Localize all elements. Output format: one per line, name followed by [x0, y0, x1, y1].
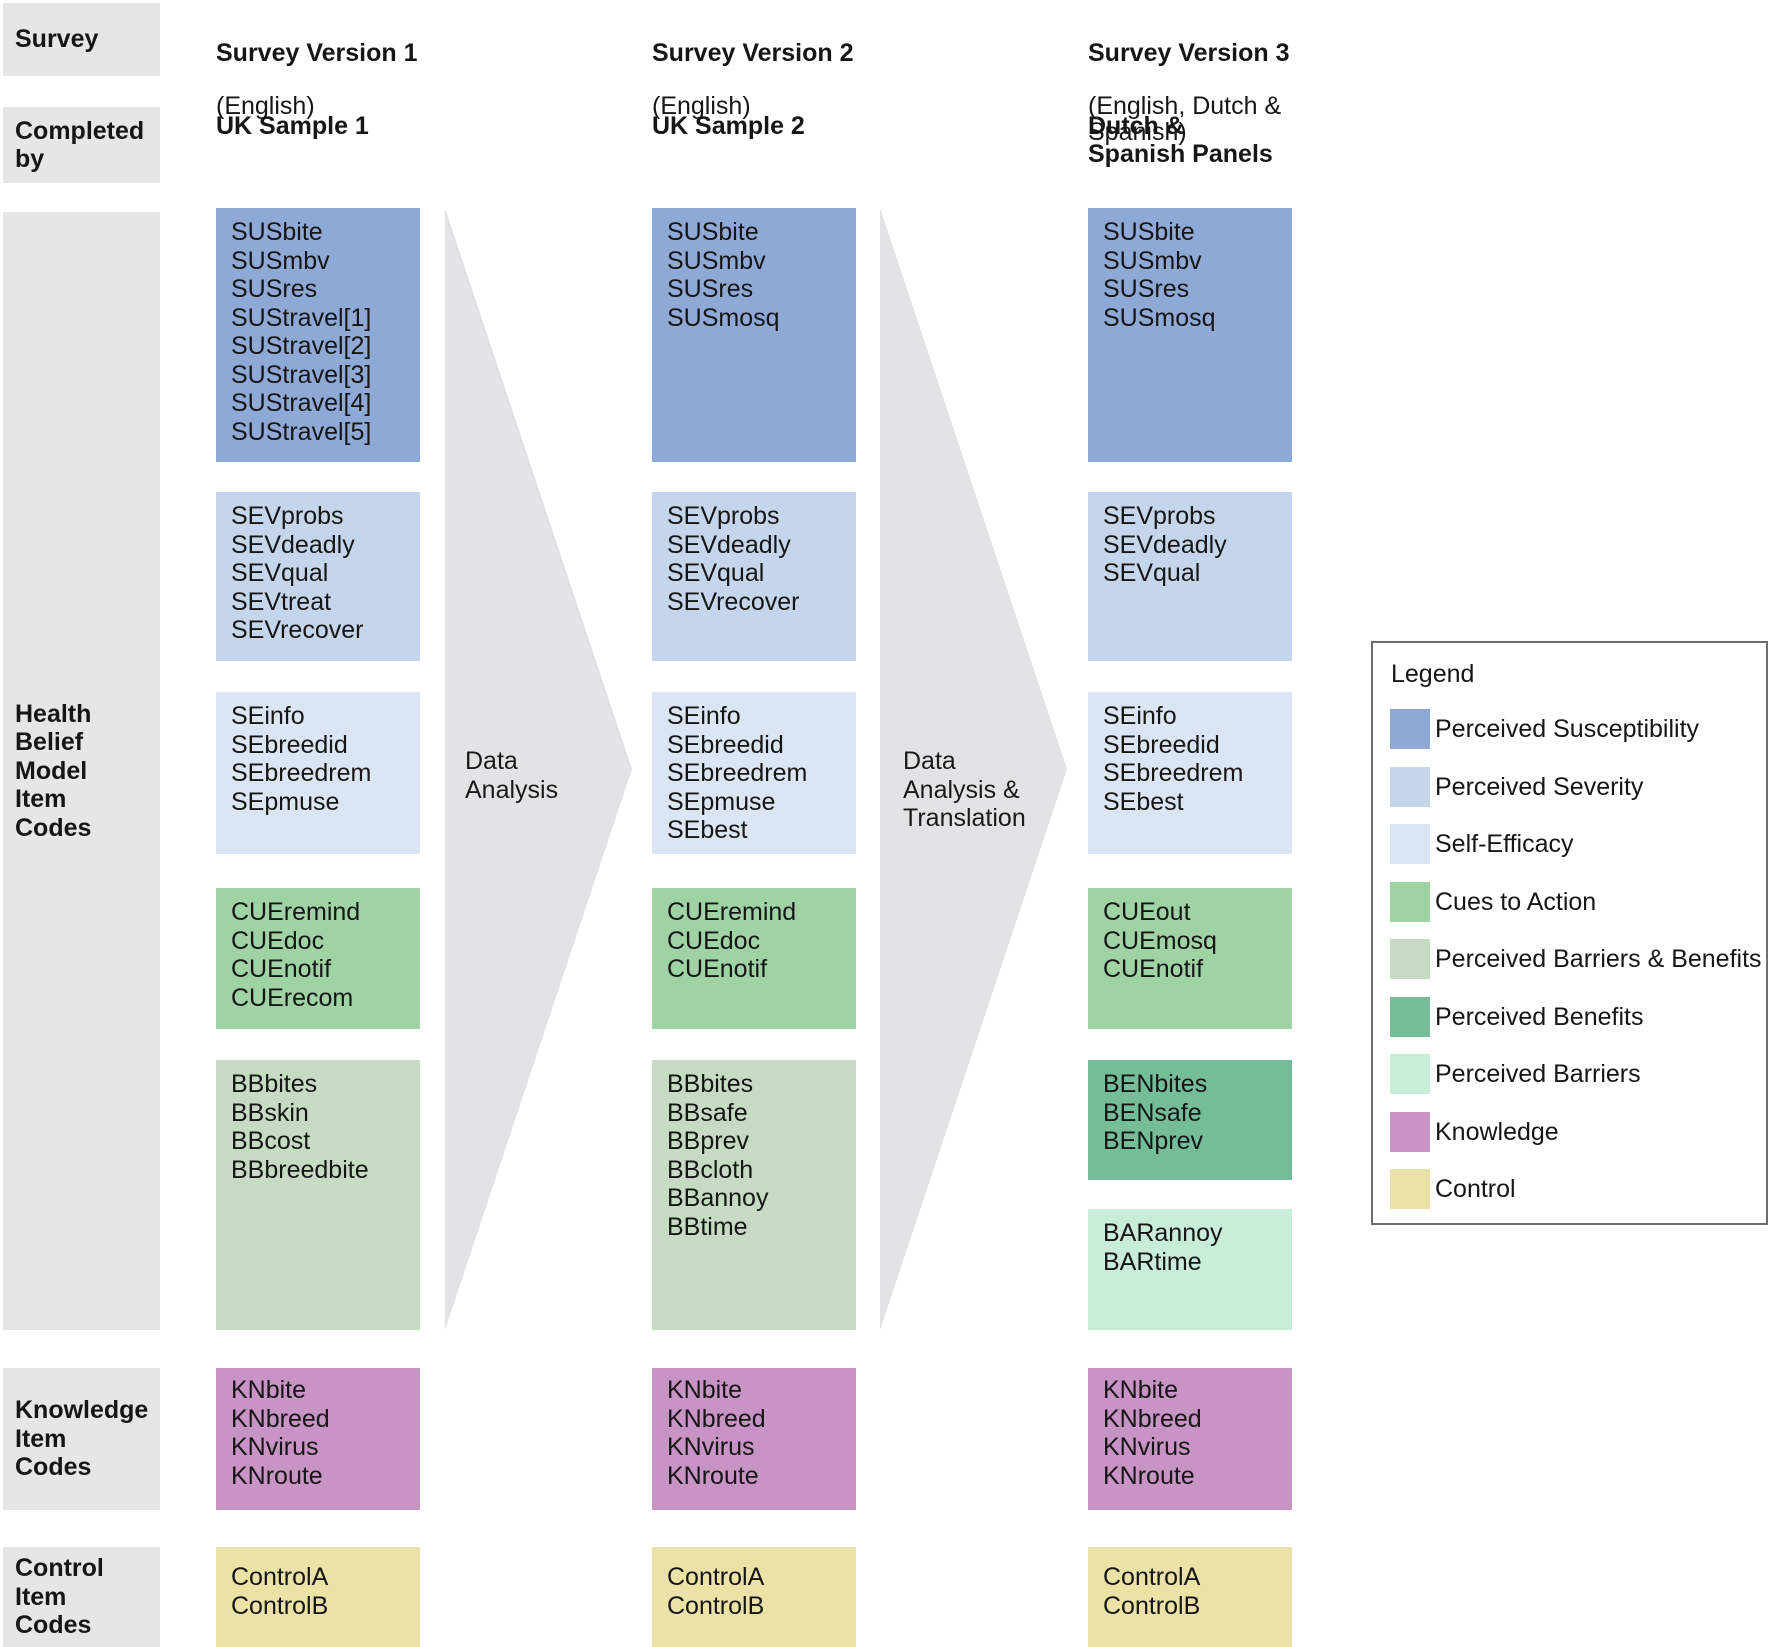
row-label-completed-by: Completed by [3, 107, 160, 183]
col1-control-box: ControlA ControlB [216, 1547, 420, 1647]
legend-entry: Control [1390, 1169, 1750, 1209]
legend-entry: Perceived Benefits [1390, 997, 1750, 1037]
column3-title: Survey Version 3 [1088, 38, 1290, 67]
col3-severity-box: SEVprobs SEVdeadly SEVqual [1088, 492, 1292, 661]
cues-to-action-swatch [1390, 882, 1430, 922]
row-label-survey: Survey [3, 3, 160, 76]
col3-barriers-box: BARannoy BARtime [1088, 1209, 1292, 1330]
legend-entry-label: Cues to Action [1435, 888, 1597, 916]
legend-entry: Knowledge [1390, 1112, 1750, 1152]
perceived-barriers-benefits-swatch [1390, 939, 1430, 979]
col3-susceptibility-box: SUSbite SUSmbv SUSres SUSmosq [1088, 208, 1292, 462]
col1-severity-box: SEVprobs SEVdeadly SEVqual SEVtreat SEVr… [216, 492, 420, 661]
col3-self-efficacy-box: SEinfo SEbreedid SEbreedrem SEbest [1088, 692, 1292, 854]
col3-cues-box: CUEout CUEmosq CUEnotif [1088, 888, 1292, 1029]
column2-header: Survey Version 2 (English) [652, 13, 972, 146]
col1-self-efficacy-box: SEinfo SEbreedid SEbreedrem SEpmuse [216, 692, 420, 854]
legend-entry: Self-Efficacy [1390, 824, 1750, 864]
col3-control-box: ControlA ControlB [1088, 1547, 1292, 1647]
legend: Legend Perceived Susceptibility Perceive… [1371, 641, 1768, 1225]
legend-entry: Perceived Severity [1390, 767, 1750, 807]
column3-header: Survey Version 3 (English, Dutch & Spani… [1088, 13, 1408, 172]
col1-knowledge-box: KNbite KNbreed KNvirus KNroute [216, 1368, 420, 1510]
col2-barriers-benefits-box: BBbites BBsafe BBprev BBcloth BBannoy BB… [652, 1060, 856, 1330]
data-analysis-translation-arrow-label: Data Analysis & Translation [903, 747, 1026, 832]
column2-title: Survey Version 2 [652, 38, 854, 67]
control-swatch [1390, 1169, 1430, 1209]
col3-knowledge-box: KNbite KNbreed KNvirus KNroute [1088, 1368, 1292, 1510]
col2-cues-box: CUEremind CUEdoc CUEnotif [652, 888, 856, 1029]
column3-completed-by: Dutch & Spanish Panels [1088, 112, 1273, 168]
col3-benefits-box: BENbites BENsafe BENprev [1088, 1060, 1292, 1180]
legend-entry-label: Perceived Barriers [1435, 1060, 1641, 1088]
column2-subtitle: (English) [652, 91, 751, 120]
legend-entry: Cues to Action [1390, 882, 1750, 922]
column2-completed-by: UK Sample 2 [652, 112, 805, 140]
perceived-susceptibility-swatch [1390, 709, 1430, 749]
legend-entry-label: Perceived Benefits [1435, 1003, 1644, 1031]
col2-self-efficacy-box: SEinfo SEbreedid SEbreedrem SEpmuse SEbe… [652, 692, 856, 854]
legend-entry-label: Self-Efficacy [1435, 830, 1574, 858]
column3-subtitle: (English, Dutch & Spanish) [1088, 91, 1282, 146]
legend-title: Legend [1391, 660, 1475, 688]
knowledge-swatch [1390, 1112, 1430, 1152]
col1-barriers-benefits-box: BBbites BBskin BBcost BBbreedbite [216, 1060, 420, 1330]
perceived-benefits-swatch [1390, 997, 1430, 1037]
legend-entry: Perceived Susceptibility [1390, 709, 1750, 749]
legend-entry-label: Perceived Barriers & Benefits [1435, 945, 1762, 973]
perceived-severity-swatch [1390, 767, 1430, 807]
row-label-knowledge-item-codes: Knowledge Item Codes [3, 1368, 160, 1510]
col2-knowledge-box: KNbite KNbreed KNvirus KNroute [652, 1368, 856, 1510]
perceived-barriers-swatch [1390, 1054, 1430, 1094]
col1-cues-box: CUEremind CUEdoc CUEnotif CUErecom [216, 888, 420, 1029]
col2-severity-box: SEVprobs SEVdeadly SEVqual SEVrecover [652, 492, 856, 661]
legend-entry-label: Control [1435, 1175, 1516, 1203]
self-efficacy-swatch [1390, 824, 1430, 864]
data-analysis-arrow-label: Data Analysis [465, 747, 559, 804]
row-label-control-item-codes: Control Item Codes [3, 1547, 160, 1647]
col1-susceptibility-box: SUSbite SUSmbv SUSres SUStravel[1] SUStr… [216, 208, 420, 462]
legend-entry-label: Perceived Severity [1435, 773, 1644, 801]
legend-entry: Perceived Barriers [1390, 1054, 1750, 1094]
column1-completed-by: UK Sample 1 [216, 112, 369, 140]
column1-title: Survey Version 1 [216, 38, 418, 67]
legend-entry: Perceived Barriers & Benefits [1390, 939, 1762, 979]
col2-susceptibility-box: SUSbite SUSmbv SUSres SUSmosq [652, 208, 856, 462]
column1-header: Survey Version 1 (English) [216, 13, 536, 146]
row-label-hbm-item-codes: Health Belief Model Item Codes [3, 212, 160, 1330]
legend-entry-label: Perceived Susceptibility [1435, 715, 1700, 743]
column1-subtitle: (English) [216, 91, 315, 120]
legend-entry-label: Knowledge [1435, 1118, 1559, 1146]
col2-control-box: ControlA ControlB [652, 1547, 856, 1647]
